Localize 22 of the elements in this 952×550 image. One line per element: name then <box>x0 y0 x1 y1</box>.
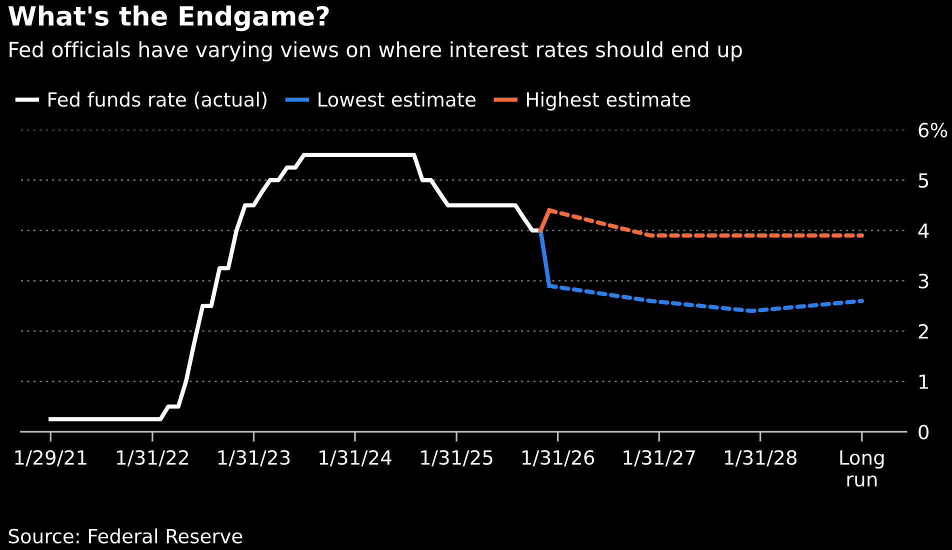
y-tick-label: 5 <box>918 173 928 188</box>
y-tick-label: 6% <box>918 122 948 138</box>
y-tick-label: 4 <box>918 224 929 238</box>
legend-label: Highest estimate <box>527 92 690 111</box>
chart-subtitle: Fed officials have varying views on where interest rates should end up <box>10 41 742 62</box>
y-tick-label: 1 <box>920 374 928 389</box>
chart-title: What's the Endgame? <box>8 6 329 32</box>
x-tick-label: 1/31/22 <box>117 450 188 466</box>
y-tick-label: 2 <box>918 324 928 338</box>
legend-label: Fed funds rate (actual) <box>48 92 266 110</box>
x-tick-label: 1/31/24 <box>320 450 392 466</box>
x-tick-label: 1/31/27 <box>624 450 695 466</box>
y-tick-label: 3 <box>918 274 928 288</box>
y-tick-label: 0 <box>918 424 928 440</box>
x-tick-label: 1/31/26 <box>522 450 594 466</box>
legend-label: Lowest estimate <box>318 92 476 107</box>
source-note: Source: Federal Reserve <box>8 528 242 544</box>
x-tick-label: 1/31/25 <box>421 450 492 466</box>
x-tick-label: 1/31/28 <box>725 450 797 466</box>
x-tick-label: 1/29/21 <box>15 450 86 466</box>
x-tick-label: 1/31/23 <box>218 450 290 466</box>
x-tick-label: Long run <box>840 450 884 487</box>
